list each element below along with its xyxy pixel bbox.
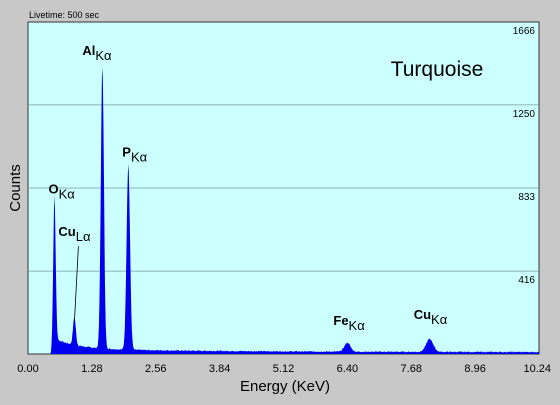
y-tick-label: 1250 bbox=[513, 109, 536, 120]
x-tick-label: 0.00 bbox=[17, 363, 38, 375]
y-tick-labels: 416 833 1250 1666 bbox=[513, 26, 536, 286]
peak-leaders bbox=[74, 246, 79, 323]
x-tick-label: 5.12 bbox=[273, 363, 294, 375]
y-tick-label: 416 bbox=[518, 275, 535, 286]
x-tick-label: 7.68 bbox=[401, 363, 422, 375]
x-tick-label: 3.84 bbox=[209, 363, 230, 375]
x-tick-label: 6.40 bbox=[337, 363, 358, 375]
peak-label: OKα bbox=[48, 182, 75, 202]
peak-label: CuKα bbox=[414, 307, 448, 327]
x-tick-label: 2.56 bbox=[145, 363, 166, 375]
x-axis-label: Energy (KeV) bbox=[240, 378, 330, 395]
y-tick-label: 833 bbox=[518, 192, 535, 203]
gridlines bbox=[28, 104, 539, 272]
y-axis-label: Counts bbox=[7, 164, 24, 212]
x-tick-label: 8.96 bbox=[464, 363, 485, 375]
peak-label: FeKα bbox=[333, 313, 365, 333]
chart-title: Turquoise bbox=[391, 58, 484, 81]
peak-label: CuLα bbox=[58, 224, 91, 244]
peak-leader-line bbox=[74, 246, 79, 323]
x-tick-label: 1.28 bbox=[81, 363, 102, 375]
peak-label: PKα bbox=[122, 145, 147, 165]
x-tick-labels: 0.00 1.28 2.56 3.84 5.12 6.40 7.68 8.96 10.24 bbox=[17, 363, 551, 375]
livetime-label: Livetime: 500 sec bbox=[29, 10, 100, 20]
x-tick-label: 10.24 bbox=[523, 363, 551, 375]
y-tick-label: 1666 bbox=[513, 26, 536, 37]
peak-labels: OKα CuLα AlKα PKα FeKα CuKα bbox=[48, 43, 447, 333]
peak-label: AlKα bbox=[82, 43, 112, 63]
